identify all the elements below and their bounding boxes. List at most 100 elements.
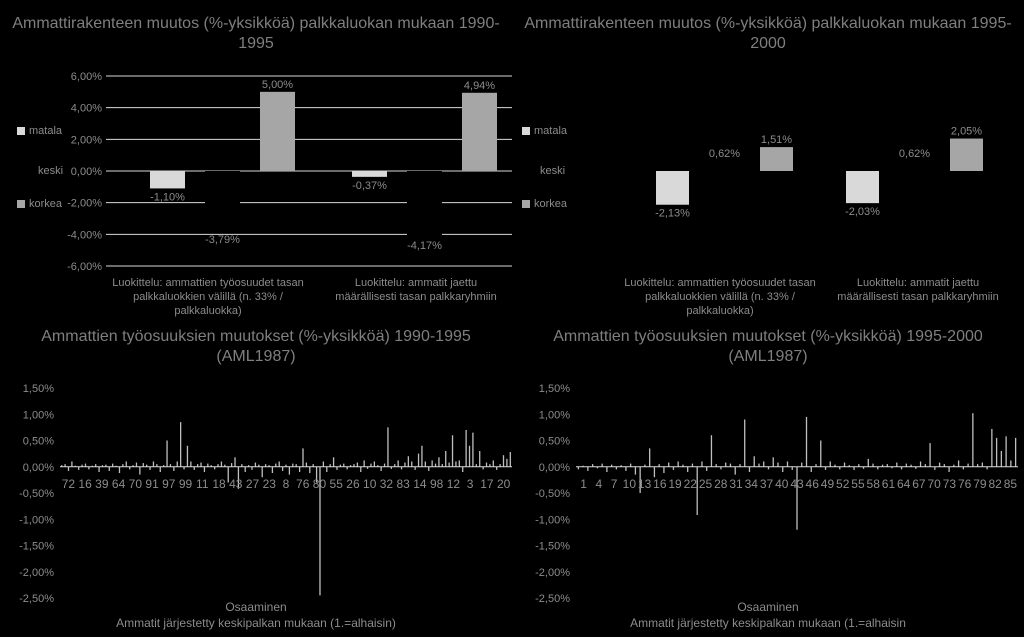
x-tick-label: 52 (836, 477, 850, 491)
x-tick-label: 16 (78, 477, 92, 491)
y-tick-label: 1,50% (23, 383, 54, 395)
bar-matala (846, 171, 879, 204)
x-tick-label: 22 (684, 477, 698, 491)
x-tick-label: 79 (973, 477, 987, 491)
chart-panel-occupations-1995-2000: Ammattien työosuuksien muutokset (%-yksi… (512, 325, 1024, 637)
data-label: -2,13% (655, 208, 690, 220)
x-tick-label: 97 (162, 477, 176, 491)
y-tick-label: -0,50% (19, 488, 54, 500)
x-tick-label: 46 (806, 477, 820, 491)
x-tick-label: 19 (668, 477, 682, 491)
x-tick-label: 99 (179, 477, 193, 491)
legend-item-korkea: korkea (522, 198, 567, 210)
x-tick-label: 3 (467, 477, 474, 491)
y-tick-label: -4,00% (67, 229, 102, 241)
y-tick-label: -2,00% (19, 567, 54, 579)
legend-swatch (17, 200, 25, 208)
bar-chart-svg: 1,50% 1,00% 0,50% 0,00% -0,50% -1,00% -1,50% -2… (19, 383, 512, 605)
bar-matala (656, 171, 689, 205)
legend-label: matala (29, 125, 63, 137)
x-tick-label: 25 (699, 477, 713, 491)
x-tick-label: 91 (145, 477, 159, 491)
legend-swatch (522, 200, 530, 208)
x-tick-label: 39 (95, 477, 109, 491)
x-tick-label: 64 (897, 477, 911, 491)
x-tick-label: 80 (313, 477, 327, 491)
x-tick-label: 67 (912, 477, 926, 491)
chart-panel-1995-2000-groups: Ammattirakenteen muutos (%-yksikköä) pal… (512, 0, 1024, 325)
data-label: 0,62% (899, 148, 930, 160)
category-label-2: Luokittelu: ammatit jaettu määrällisesti… (837, 277, 999, 303)
data-label: -3,79% (205, 234, 240, 246)
x-tick-label: 61 (882, 477, 896, 491)
legend-item-keski: keski (26, 165, 63, 177)
x-tick-label: 27 (246, 477, 260, 491)
bar-matala (352, 171, 387, 177)
category-label-1: Luokittelu: ammattien työosuudet tasan p… (624, 277, 816, 317)
bar-chart-svg: 1,50% 1,00% 0,50% 0,00% -0,50% -1,00% -1,50% -2… (535, 383, 1018, 605)
chart-panel-occupations-1990-1995: Ammattien työosuuksien muutokset (%-yksi… (0, 325, 512, 637)
x-tick-label: 16 (653, 477, 667, 491)
data-label: -1,10% (150, 191, 185, 203)
data-label: -0,37% (352, 180, 387, 192)
y-tick-label: 1,00% (539, 409, 570, 421)
y-tick-label: 0,50% (23, 436, 54, 448)
legend-label: keski (38, 165, 64, 177)
data-label: 2,05% (951, 126, 982, 138)
legend-label: matala (534, 125, 568, 137)
chart-title: Ammattirakenteen muutos (%-yksikköä) pal… (12, 15, 500, 52)
x-tick-label: 26 (346, 477, 360, 491)
x-tick-label: 76 (296, 477, 310, 491)
y-tick-label: 0,00% (23, 462, 54, 474)
legend-swatch (26, 167, 34, 175)
y-tick-label: 1,50% (539, 383, 570, 395)
x-tick-label: 4 (596, 477, 603, 491)
x-tick-label: 49 (821, 477, 835, 491)
x-tick-label: 83 (397, 477, 411, 491)
y-tick-label: 1,00% (23, 409, 54, 421)
y-tick-label: -1,00% (535, 514, 570, 526)
legend-label: korkea (29, 198, 63, 210)
bar-korkea (462, 92, 497, 171)
x-axis-subtitle: Ammatit järjestetty keskipalkan mukaan (… (116, 616, 396, 630)
y-tick-label: 0,50% (539, 436, 570, 448)
y-tick-label: 6,00% (71, 71, 102, 83)
x-tick-label: 31 (729, 477, 743, 491)
data-label: 0,62% (709, 148, 740, 160)
legend-swatch (522, 127, 530, 135)
legend-swatch (17, 127, 25, 135)
y-tick-label: -1,00% (19, 514, 54, 526)
x-tick-label: 76 (958, 477, 972, 491)
y-tick-label: -6,00% (67, 261, 102, 273)
y-tick-label: -2,00% (67, 198, 102, 210)
y-tick-label: 0,00% (71, 166, 102, 178)
x-tick-label: 28 (714, 477, 728, 491)
chart-title: Ammattien työosuuksien muutokset (%-yksi… (41, 328, 471, 365)
bar-chart-svg: 6,00%4,00%2,00%0,00%-2,00%-4,00%-6,00%-2… (655, 126, 983, 220)
category-label-1: Luokittelu: ammattien työosuudet tasan p… (112, 277, 304, 317)
data-label: 5,00% (262, 79, 293, 91)
x-tick-label: 82 (988, 477, 1002, 491)
x-tick-label: 11 (196, 477, 209, 491)
x-tick-label: 40 (775, 477, 789, 491)
x-tick-label: 10 (623, 477, 637, 491)
bar-matala (150, 171, 185, 189)
x-tick-label: 58 (867, 477, 881, 491)
legend-item-keski: keski (528, 165, 565, 177)
y-tick-label: 2,00% (71, 134, 102, 146)
y-tick-label: 0,00% (539, 462, 570, 474)
x-tick-label: 55 (330, 477, 344, 491)
x-tick-label: 43 (229, 477, 243, 491)
legend-item-matala: matala (17, 125, 62, 137)
x-tick-label: 1 (580, 477, 587, 491)
chart-title: Ammattien työosuuksien muutokset (%-yksi… (553, 328, 983, 365)
x-tick-label: 12 (447, 477, 461, 491)
x-tick-label: 17 (480, 477, 494, 491)
y-tick-label: 4,00% (71, 103, 102, 115)
data-label: 4,94% (464, 80, 495, 92)
data-label: -2,03% (845, 206, 880, 218)
y-tick-label: -2,50% (535, 593, 570, 605)
x-tick-label: 32 (380, 477, 394, 491)
x-tick-label: 70 (129, 477, 143, 491)
x-tick-label: 34 (745, 477, 759, 491)
